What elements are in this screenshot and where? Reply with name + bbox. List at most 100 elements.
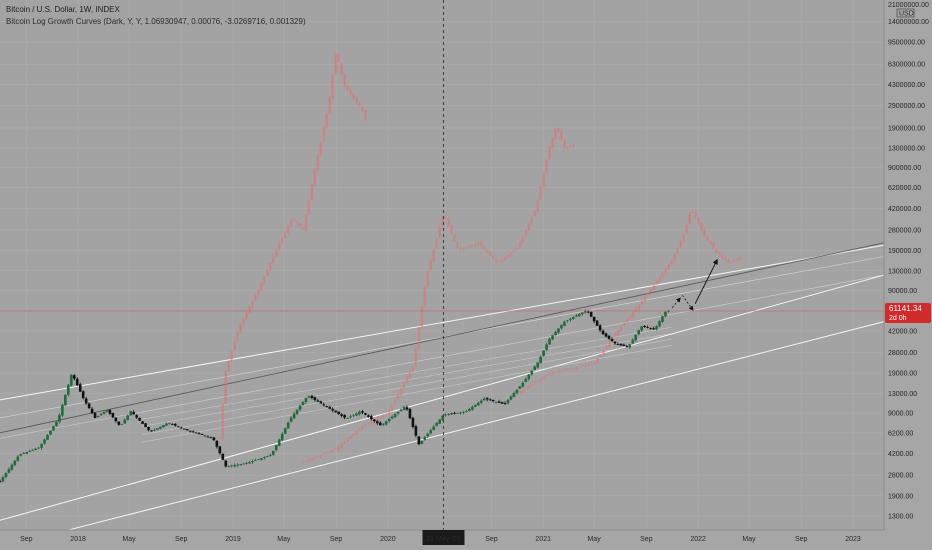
time-labels: Sep 2018 May Sep 2019 May Sep 2020 Sep 2021 May Sep… xyxy=(20,536,861,543)
candle-body xyxy=(355,97,358,103)
candle-body xyxy=(277,243,281,251)
candle-body xyxy=(592,316,596,322)
candle-body xyxy=(715,249,718,253)
candle-body xyxy=(557,128,560,133)
candle-body xyxy=(263,276,266,284)
candle-body xyxy=(581,365,584,367)
growth-curve-line xyxy=(142,333,672,427)
candle-body xyxy=(721,255,724,258)
candle-body xyxy=(691,210,694,213)
candle-body xyxy=(548,373,552,375)
candle-body xyxy=(601,330,605,335)
candle-body xyxy=(518,386,522,389)
candle-body xyxy=(40,443,43,448)
candle-body xyxy=(301,227,305,230)
candle-body xyxy=(643,296,647,302)
candle-body xyxy=(542,173,545,188)
candle-body xyxy=(598,325,602,331)
price-tag-background xyxy=(885,302,931,323)
candle-body xyxy=(518,391,522,395)
candle-body xyxy=(212,437,216,441)
candle-body xyxy=(485,250,489,253)
candle-body xyxy=(87,403,91,409)
candle-body xyxy=(465,247,468,249)
candle-body xyxy=(631,339,635,344)
candle-body xyxy=(676,247,680,254)
candle-body xyxy=(723,257,727,261)
candle-body xyxy=(557,328,560,333)
candle-body xyxy=(31,449,34,451)
candle-body xyxy=(628,315,632,320)
candle-body xyxy=(298,223,302,227)
price-scale[interactable] xyxy=(884,0,932,530)
candle-body xyxy=(453,235,456,242)
candle-body xyxy=(346,85,349,91)
candle-body xyxy=(583,311,587,313)
candle-body xyxy=(319,141,323,157)
price-tag-value: 61141.34 xyxy=(889,304,922,313)
candle-body xyxy=(387,418,391,422)
candle-body xyxy=(322,404,326,406)
candle-body xyxy=(108,409,112,414)
candle-body xyxy=(530,217,534,224)
candle-body xyxy=(566,320,569,321)
candle-body xyxy=(349,436,352,439)
candle-body xyxy=(340,63,343,75)
candle-body xyxy=(479,241,483,246)
candle-body xyxy=(307,199,311,215)
candle-body xyxy=(399,409,403,412)
candle-body xyxy=(307,459,311,462)
candle-body xyxy=(595,320,599,326)
candle-body xyxy=(712,243,715,249)
candle-body xyxy=(524,387,528,390)
indicator-legend[interactable]: Bitcoin Log Growth Curves (Dark, Y, Y, 1… xyxy=(6,17,306,26)
candle-body xyxy=(503,403,507,404)
candle-body xyxy=(614,333,617,337)
candle-body xyxy=(631,311,635,317)
candle-body xyxy=(81,391,85,399)
candle-body xyxy=(364,110,367,120)
candle-body xyxy=(37,447,40,449)
time-label: Sep xyxy=(485,536,498,543)
candle-body xyxy=(375,418,379,420)
candle-body xyxy=(655,280,659,285)
candle-body xyxy=(340,443,343,448)
candle-body xyxy=(524,378,528,382)
price-labels: 14000000.00 9500000.00 6300000.00 4300000.0… xyxy=(888,19,929,520)
price-label: 2900000.00 xyxy=(888,103,925,110)
candle-body xyxy=(90,408,94,414)
candle-body xyxy=(569,368,573,370)
chart-background xyxy=(0,0,884,530)
candle-body xyxy=(245,312,248,320)
candle-body xyxy=(233,465,236,467)
candle-body xyxy=(450,225,453,234)
candle-body xyxy=(316,400,320,402)
candle-body xyxy=(471,406,474,410)
price-scale-top-label: 21000000.00 xyxy=(888,2,929,9)
time-axis[interactable] xyxy=(0,530,932,550)
candle-body xyxy=(78,384,82,392)
candle-body xyxy=(75,378,79,386)
candle-body xyxy=(310,395,314,399)
candle-body xyxy=(479,400,483,403)
candle-body xyxy=(488,252,492,256)
time-label: Sep xyxy=(330,536,343,543)
growth-curve-line xyxy=(142,345,672,443)
currency-box[interactable] xyxy=(896,8,915,18)
candle-body xyxy=(506,399,510,404)
candle-body xyxy=(414,426,418,436)
candle-body xyxy=(417,327,421,349)
price-label: 19000.00 xyxy=(888,371,917,378)
candle-body xyxy=(622,322,626,326)
growth-curve-line xyxy=(0,321,885,548)
symbol-title[interactable]: Bitcoin / U.S. Dollar, 1W, INDEX xyxy=(6,5,120,14)
candle-body xyxy=(337,53,340,63)
candle-body xyxy=(554,331,557,336)
candle-body xyxy=(569,145,572,147)
candle-body xyxy=(405,377,409,383)
candle-body xyxy=(646,292,650,296)
candle-body xyxy=(521,382,525,387)
candle-body xyxy=(286,422,290,429)
price-label: 1300.00 xyxy=(888,514,913,521)
